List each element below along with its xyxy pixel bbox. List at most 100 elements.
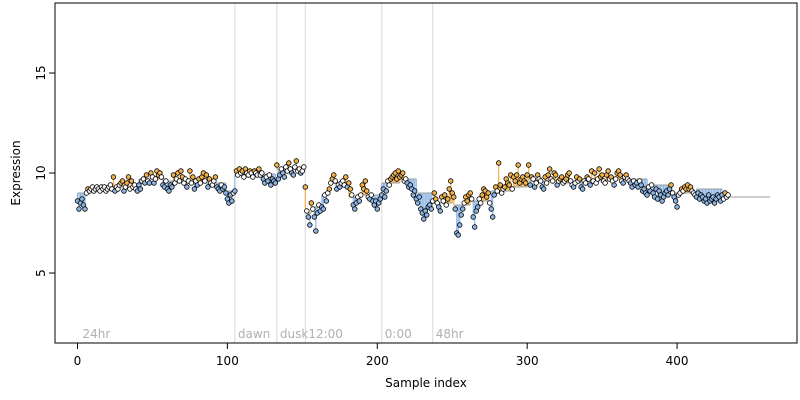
data-point <box>308 200 315 206</box>
data-point <box>457 222 463 228</box>
y-axis-title: Expression <box>9 140 23 205</box>
data-point <box>266 172 273 178</box>
data-point <box>293 158 300 164</box>
data-point <box>152 176 159 182</box>
data-point <box>478 200 484 206</box>
data-point <box>349 192 355 198</box>
marker-labels: 24hr dawn dusk 12:00 0:00 48hr <box>82 327 463 341</box>
data-point <box>383 188 389 194</box>
data-point <box>506 182 512 188</box>
data-point <box>488 206 494 212</box>
x-tick-label: 200 <box>366 354 389 368</box>
data-point <box>591 170 598 176</box>
data-point <box>665 192 671 198</box>
x-axis: 0 100 200 300 400 <box>74 343 689 368</box>
data-point <box>400 170 406 176</box>
data-point <box>368 192 374 198</box>
data-point <box>79 196 85 202</box>
data-point <box>205 184 211 190</box>
data-point <box>552 172 559 178</box>
data-point <box>566 170 572 176</box>
marker-label: dawn <box>238 327 270 341</box>
data-point <box>524 172 530 178</box>
data-point <box>311 214 318 220</box>
data-point <box>458 212 464 218</box>
data-point <box>485 190 491 196</box>
data-point <box>585 176 592 182</box>
data-point <box>545 172 551 178</box>
data-point <box>362 178 368 184</box>
data-point <box>76 206 82 212</box>
data-point <box>110 174 117 180</box>
data-point <box>346 180 352 186</box>
marker-label: 12:00 <box>308 327 343 341</box>
data-point <box>265 178 271 184</box>
data-point <box>302 184 309 190</box>
data-point <box>250 174 256 180</box>
marker-label: 0:00 <box>385 327 412 341</box>
data-point <box>725 192 731 198</box>
data-point <box>176 178 183 184</box>
data-point <box>424 212 430 218</box>
data-point <box>347 186 354 192</box>
data-point <box>124 180 130 186</box>
x-axis-title: Sample index <box>385 376 467 390</box>
y-tick-label: 5 <box>34 269 48 277</box>
data-point <box>644 192 650 198</box>
data-point <box>638 182 644 188</box>
data-point <box>232 188 238 194</box>
data-point <box>602 180 608 186</box>
data-point <box>479 192 485 198</box>
data-point <box>128 178 135 184</box>
data-point <box>163 178 169 184</box>
data-point <box>313 228 319 234</box>
data-point <box>497 182 503 188</box>
data-point <box>290 172 297 178</box>
data-point <box>223 190 229 196</box>
data-point <box>648 182 655 188</box>
data-point <box>546 166 553 172</box>
data-point <box>305 214 312 220</box>
data-point <box>428 206 434 212</box>
data-point <box>307 222 313 228</box>
data-point <box>395 168 401 174</box>
data-point <box>472 224 478 230</box>
data-point <box>470 214 476 220</box>
data-point <box>605 168 611 174</box>
data-point <box>386 182 392 188</box>
data-point <box>617 172 623 178</box>
data-point <box>382 194 388 200</box>
data-point <box>587 182 593 188</box>
data-point <box>364 188 370 194</box>
data-point <box>487 200 493 206</box>
data-point <box>143 172 150 178</box>
data-point <box>705 192 712 198</box>
data-point <box>452 206 458 212</box>
data-point <box>460 206 466 212</box>
data-point <box>496 160 502 166</box>
y-tick-label: 15 <box>34 65 48 80</box>
data-point <box>332 178 339 184</box>
data-point <box>543 180 550 186</box>
data-point <box>323 198 330 204</box>
data-point <box>286 160 292 166</box>
data-point <box>490 214 496 220</box>
data-point <box>491 192 497 198</box>
data-point <box>537 178 544 184</box>
data-point <box>416 194 422 200</box>
x-tick-label: 0 <box>74 354 82 368</box>
data-point <box>412 188 418 194</box>
data-point <box>475 204 481 210</box>
data-point <box>494 188 500 194</box>
y-tick-label: 10 <box>34 165 48 180</box>
data-point <box>446 186 452 192</box>
data-point <box>513 172 520 178</box>
data-point <box>281 174 288 180</box>
data-point <box>469 196 475 202</box>
data-point <box>612 176 619 182</box>
data-point <box>146 180 153 186</box>
data-point <box>579 186 586 192</box>
data-point <box>304 208 310 214</box>
